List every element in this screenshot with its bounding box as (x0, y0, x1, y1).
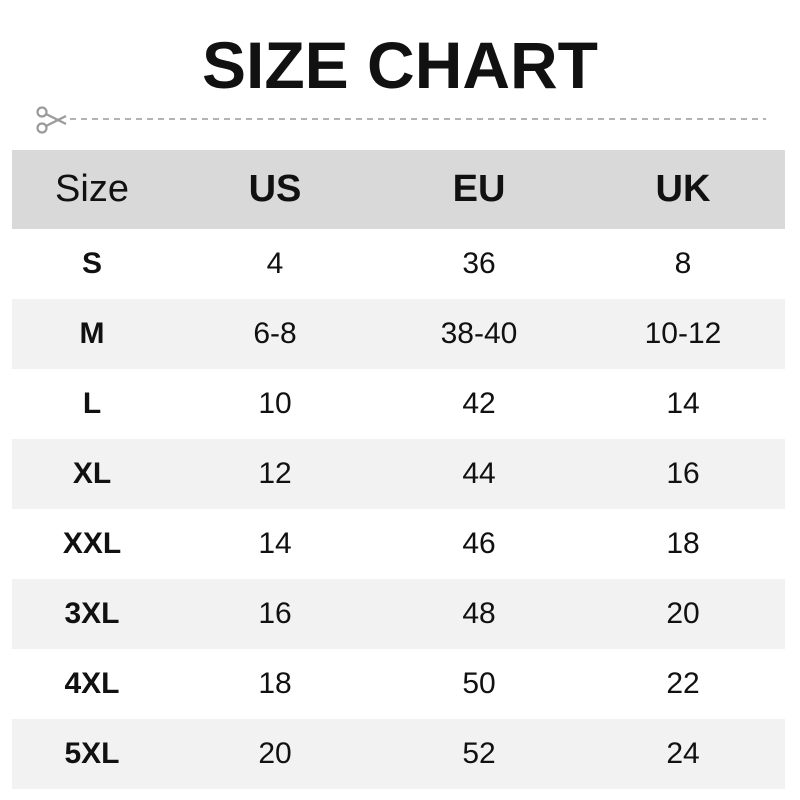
cell-us: 16 (258, 597, 292, 630)
cell-size: 3XL (64, 597, 120, 630)
cell-uk: 14 (666, 387, 700, 420)
cell-size: M (79, 317, 105, 350)
table-row: S 4 36 8 (12, 229, 785, 299)
table-row: XXL 14 46 18 (12, 509, 785, 579)
cell-us: 10 (258, 387, 292, 420)
cell-uk: 18 (666, 527, 700, 560)
cell-eu: 44 (462, 457, 496, 490)
cell-eu: 52 (462, 737, 496, 770)
cell-uk: 16 (666, 457, 700, 490)
cell-uk: 10-12 (644, 317, 722, 350)
header-size: Size (55, 168, 129, 210)
cell-us: 12 (258, 457, 292, 490)
table-row: L 10 42 14 (12, 369, 785, 439)
cell-us: 14 (258, 527, 292, 560)
header-us: US (248, 168, 302, 210)
cell-size: 5XL (64, 737, 120, 770)
table-row: 3XL 16 48 20 (12, 579, 785, 649)
cell-uk: 22 (666, 667, 700, 700)
cell-us: 6-8 (253, 317, 297, 350)
cell-size: XL (72, 457, 112, 490)
cut-line (36, 106, 766, 134)
header-eu: EU (452, 168, 506, 210)
cell-size: XXL (62, 527, 122, 560)
cell-uk: 8 (674, 247, 692, 280)
cell-size: 4XL (64, 667, 120, 700)
header-uk: UK (655, 168, 711, 210)
size-table: Size US EU UK S 4 36 8 M 6-8 38-40 10-12 L 10 42 14… (12, 150, 785, 789)
cell-us: 20 (258, 737, 292, 770)
scissors-icon (36, 106, 67, 134)
cell-size: L (82, 387, 102, 420)
table-row: M 6-8 38-40 10-12 (12, 299, 785, 369)
cell-eu: 42 (462, 387, 496, 420)
page-title: SIZE CHART (202, 28, 598, 102)
cell-eu: 50 (462, 667, 496, 700)
cell-uk: 24 (666, 737, 700, 770)
table-row: XL 12 44 16 (12, 439, 785, 509)
table-row: 5XL 20 52 24 (12, 719, 785, 789)
cell-size: S (81, 247, 102, 280)
table-row: 4XL 18 50 22 (12, 649, 785, 719)
cell-us: 18 (258, 667, 292, 700)
cell-eu: 36 (462, 247, 496, 280)
cell-eu: 46 (462, 527, 496, 560)
cell-uk: 20 (666, 597, 700, 630)
cell-us: 4 (266, 247, 284, 280)
table-header-row: Size US EU UK (12, 150, 785, 229)
cell-eu: 38-40 (440, 317, 518, 350)
cell-eu: 48 (462, 597, 496, 630)
